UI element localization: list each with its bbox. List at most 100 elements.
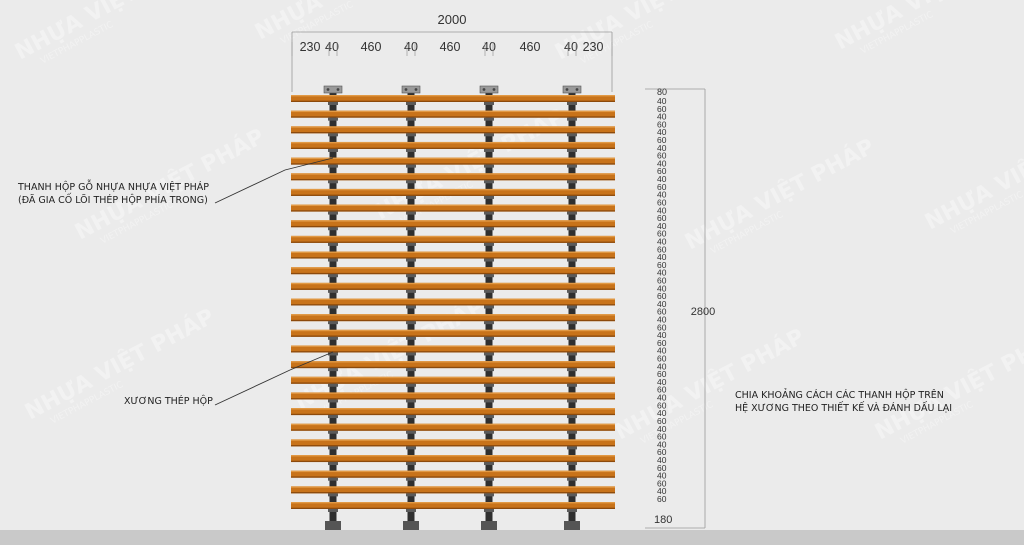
- right-spacing-label: 40: [657, 96, 667, 106]
- slat-clip: [406, 415, 416, 419]
- slat-clip: [328, 383, 338, 387]
- slat: [291, 298, 615, 309]
- slat-clip: [567, 462, 577, 466]
- top-bracket: [401, 85, 421, 94]
- slat-clip: [406, 321, 416, 325]
- slat-clip: [484, 180, 494, 184]
- slat-clip: [406, 195, 416, 199]
- slat-clip: [406, 462, 416, 466]
- right-spacing-label: 60: [657, 432, 667, 442]
- slat-clip: [567, 430, 577, 434]
- note-line2: HỆ XƯƠNG THEO THIẾT KẾ VÀ ĐÁNH DẤU LẠI: [735, 402, 952, 414]
- slat-clip: [328, 117, 338, 121]
- slat-clip: [406, 399, 416, 403]
- slat-clip: [484, 258, 494, 262]
- right-spacing-label: 40: [657, 346, 667, 356]
- slat-clip: [567, 258, 577, 262]
- right-spacing-label: 60: [657, 135, 667, 145]
- right-spacing-label: 40: [657, 127, 667, 137]
- slat-clip: [406, 227, 416, 231]
- right-spacing-label: 60: [657, 229, 667, 239]
- note-line1: CHIA KHOẢNG CÁCH CÁC THANH HỘP TRÊN: [735, 389, 944, 401]
- slat-clip: [406, 446, 416, 450]
- post-base-plate: [325, 521, 341, 530]
- slat: [291, 439, 615, 450]
- right-spacing-label: 40: [657, 455, 667, 465]
- slat-clip: [484, 164, 494, 168]
- slat-clip: [406, 383, 416, 387]
- slat-clip: [406, 493, 416, 497]
- right-dimension: 2800 80406040604060406040604060406040604…: [645, 87, 715, 529]
- slat-clip: [484, 211, 494, 215]
- slat-clip: [567, 195, 577, 199]
- slat-clip: [406, 211, 416, 215]
- slat-clip: [406, 164, 416, 168]
- slat-clip: [484, 195, 494, 199]
- top-bracket: [479, 85, 499, 94]
- slat-clip: [484, 117, 494, 121]
- top-bracket: [323, 85, 343, 94]
- top-dimension: 2000 230 40 460 40 460 40 460 40 230: [291, 12, 613, 92]
- slat-clip: [406, 148, 416, 152]
- watermark-brand: NHỰA VIỆT PHÁP: [680, 133, 879, 256]
- right-spacing-label: 40: [657, 143, 667, 153]
- slat-clip: [328, 415, 338, 419]
- slat-clip: [406, 289, 416, 293]
- slat: [291, 455, 615, 466]
- bottom-offset-label: 180: [654, 514, 672, 526]
- slat-clip: [328, 211, 338, 215]
- slat-clip: [328, 336, 338, 340]
- right-spacing-label: 40: [657, 174, 667, 184]
- slat: [291, 220, 615, 231]
- top-segment-label: 230: [300, 40, 321, 54]
- right-spacing-label: 60: [657, 166, 667, 176]
- right-spacing-label: 40: [657, 361, 667, 371]
- slat-clip: [484, 227, 494, 231]
- slat-clip: [484, 446, 494, 450]
- right-spacing-label: 60: [657, 385, 667, 395]
- right-spacing-label: 80: [657, 87, 667, 97]
- right-spacing-label: 60: [657, 494, 667, 504]
- slat: [291, 267, 615, 278]
- right-spacing-label: 60: [657, 354, 667, 364]
- slat-clip: [484, 430, 494, 434]
- top-segment-label: 460: [361, 40, 382, 54]
- slat-clip: [567, 274, 577, 278]
- slat: [291, 282, 615, 293]
- slat-clip: [484, 493, 494, 497]
- slat-clip: [328, 227, 338, 231]
- slat-clip: [328, 321, 338, 325]
- callouts: THANH HỘP GỖ NHỰA NHỰA VIỆT PHÁP (ĐÃ GIA…: [17, 157, 952, 414]
- right-spacing-label: 60: [657, 447, 667, 457]
- right-spacing-label: 60: [657, 400, 667, 410]
- slat-clip: [328, 258, 338, 262]
- slat-clip: [406, 258, 416, 262]
- slat: [291, 95, 615, 105]
- slat-leader-line: [214, 157, 334, 204]
- right-spacing-label: 60: [657, 104, 667, 114]
- slat-clip: [567, 117, 577, 121]
- slat: [291, 314, 615, 325]
- slat-clip: [567, 493, 577, 497]
- right-spacing-label: 40: [657, 299, 667, 309]
- slat-clip: [567, 211, 577, 215]
- top-segment-label: 230: [583, 40, 604, 54]
- slat-clip: [484, 336, 494, 340]
- right-spacing-label: 40: [657, 283, 667, 293]
- post-base-plate: [403, 521, 419, 530]
- slat-clip: [328, 430, 338, 434]
- slat: [291, 204, 615, 215]
- slat-clip: [567, 242, 577, 246]
- slat-clip: [567, 321, 577, 325]
- right-spacing-label: 40: [657, 158, 667, 168]
- right-spacing-label: 60: [657, 338, 667, 348]
- slat-label-line1: THANH HỘP GỖ NHỰA NHỰA VIỆT PHÁP: [17, 180, 209, 193]
- right-spacing-label: 40: [657, 205, 667, 215]
- slat-clip: [567, 180, 577, 184]
- slat-clip: [328, 368, 338, 372]
- slat-clip: [406, 242, 416, 246]
